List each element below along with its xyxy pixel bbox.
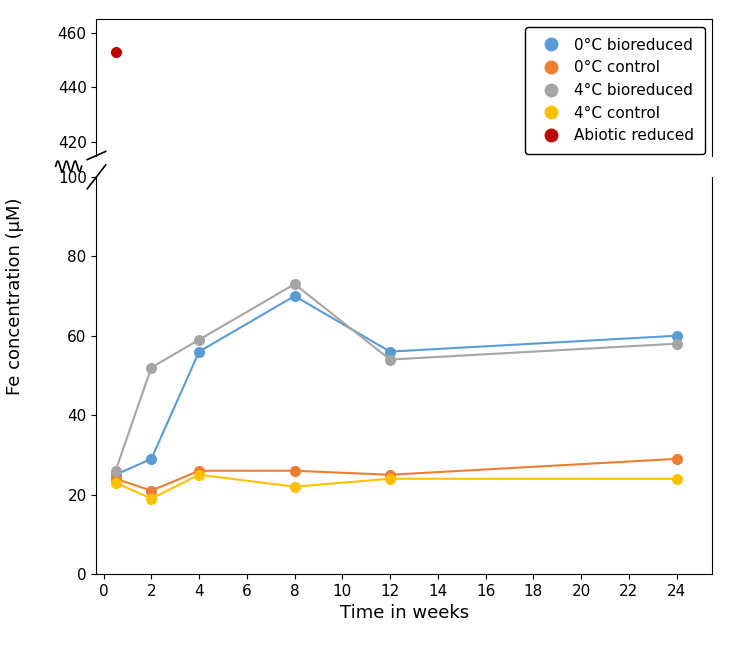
- 4°C control: [194, 471, 203, 479]
- 0°C control: [290, 467, 299, 475]
- 4°C control: [386, 475, 395, 482]
- 0°C control: [386, 471, 395, 479]
- Line: 4°C control: 4°C control: [110, 469, 682, 504]
- 4°C control: [147, 495, 156, 502]
- 0°C control: [147, 487, 156, 495]
- 0°C bioreduced: [386, 348, 395, 355]
- 0°C control: [672, 455, 681, 462]
- 4°C bioreduced: [386, 355, 395, 363]
- 4°C control: [290, 483, 299, 491]
- Text: Fe concentration (μM): Fe concentration (μM): [6, 198, 24, 395]
- 4°C bioreduced: [194, 336, 203, 344]
- 4°C control: [111, 479, 120, 486]
- Line: 0°C bioreduced: 0°C bioreduced: [110, 290, 682, 481]
- 0°C bioreduced: [672, 332, 681, 340]
- Line: 0°C control: 0°C control: [110, 453, 682, 496]
- Legend: 0°C bioreduced, 0°C control, 4°C bioreduced, 4°C control, Abiotic reduced: 0°C bioreduced, 0°C control, 4°C bioredu…: [525, 27, 705, 154]
- 4°C bioreduced: [147, 364, 156, 372]
- 0°C control: [111, 475, 120, 482]
- 0°C control: [194, 467, 203, 475]
- 4°C bioreduced: [672, 340, 681, 348]
- 0°C bioreduced: [147, 455, 156, 462]
- 0°C bioreduced: [290, 292, 299, 300]
- 4°C bioreduced: [290, 280, 299, 288]
- 0°C bioreduced: [194, 348, 203, 355]
- X-axis label: Time in weeks: Time in weeks: [340, 604, 469, 622]
- 0°C bioreduced: [111, 471, 120, 479]
- 4°C control: [672, 475, 681, 482]
- Line: 4°C bioreduced: 4°C bioreduced: [110, 279, 682, 477]
- 4°C bioreduced: [111, 467, 120, 475]
